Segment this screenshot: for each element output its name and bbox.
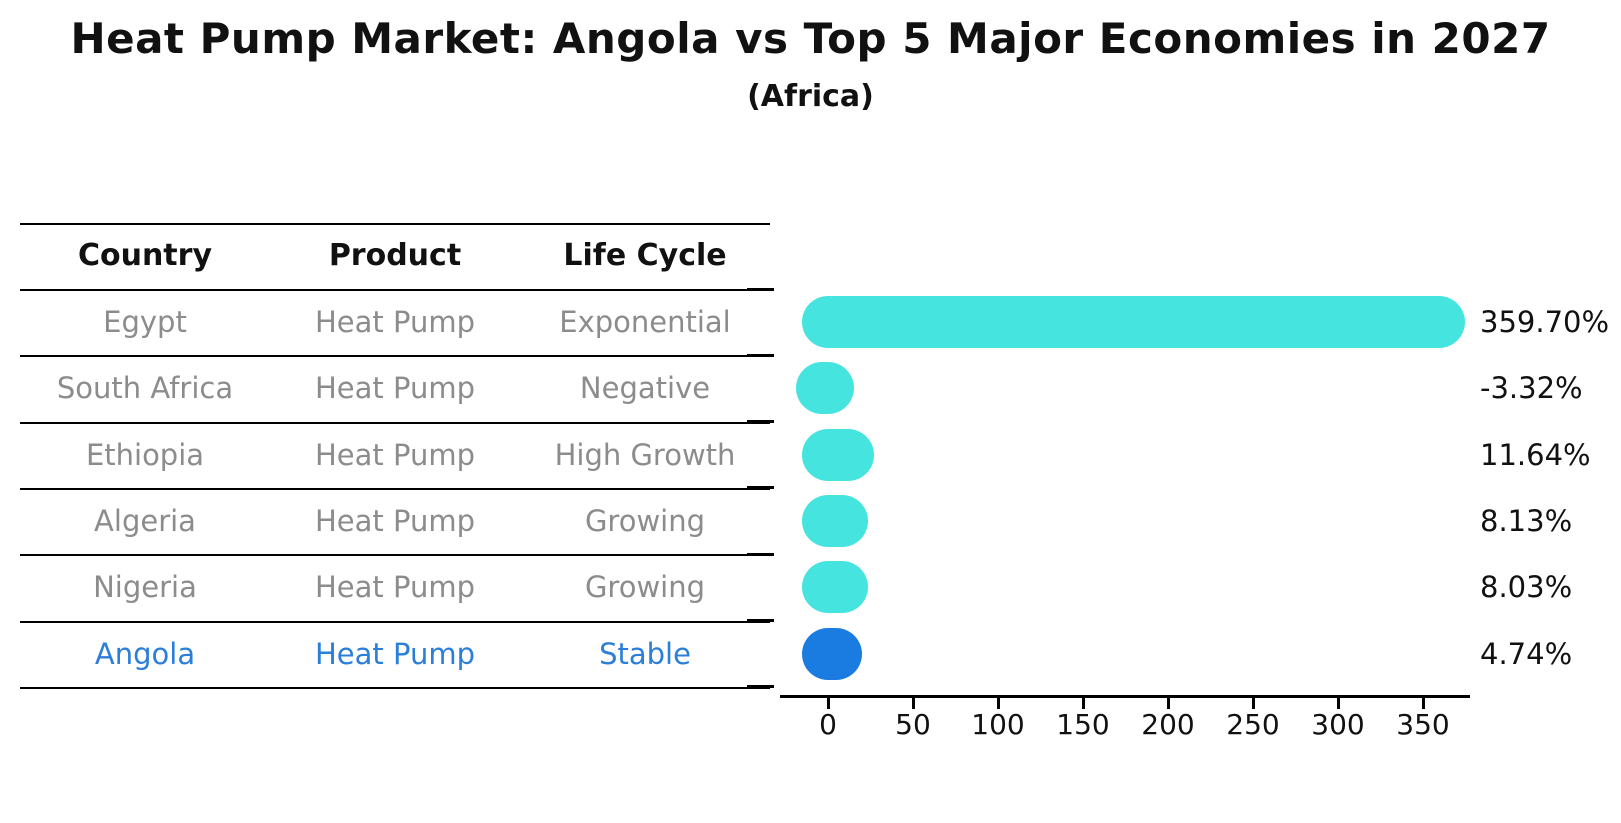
x-tick [1081,695,1085,709]
y-tick [747,685,774,689]
table-cell-country: Angola [94,636,196,671]
table-line [20,487,770,490]
table-cell-life-cycle: High Growth [554,437,736,472]
y-tick [747,552,774,556]
y-tick [747,486,774,490]
table-cell-product: Heat Pump [314,503,476,538]
bar-value-label: -3.32% [1480,371,1583,406]
table-cell-life-cycle: Growing [584,503,706,538]
table-line [20,421,770,424]
table-cell-life-cycle: Exponential [559,305,731,339]
bar-value-label: 359.70% [1480,305,1610,339]
bar-value-label: 4.74% [1480,636,1573,671]
table-cell-life-cycle: Negative [579,371,711,406]
x-tick [1336,695,1340,709]
table-cell-product: Heat Pump [314,636,476,671]
table-cell-product: Heat Pump [314,305,476,339]
table-line [20,686,770,689]
table-cell-country: Algeria [94,503,196,538]
x-tick [826,695,830,709]
table-line [20,223,770,225]
bar-value-label: 8.03% [1480,570,1573,605]
table-line [20,620,770,623]
x-tick-label: 350 [1396,708,1450,741]
table-cell-country: Nigeria [93,570,197,605]
bar [796,362,854,415]
x-tick [996,695,1000,709]
bar [802,428,874,481]
bar [802,495,868,548]
x-tick-label: 100 [971,708,1025,741]
table-header-lifecycle: Life Cycle [563,238,727,273]
table-cell-product: Heat Pump [314,437,476,472]
x-tick [1166,695,1170,709]
x-tick-label: 300 [1311,708,1365,741]
y-tick [747,287,774,291]
bar-value-label: 8.13% [1480,503,1573,538]
y-tick [747,619,774,622]
x-tick-label: 0 [819,708,837,741]
x-tick-label: 200 [1141,708,1195,741]
bar [802,296,1466,349]
table-line [20,554,770,557]
table-header-country: Country [77,238,213,273]
x-tick [911,695,915,709]
y-tick [747,420,774,424]
chart-title: Heat Pump Market: Angola vs Top 5 Major … [70,14,1551,63]
table-cell-country: South Africa [56,371,234,406]
table-cell-product: Heat Pump [314,570,476,605]
table-header-product: Product [328,238,462,273]
x-tick [1251,695,1255,709]
bar [802,561,868,614]
x-tick-label: 50 [895,708,931,741]
bar-value-label: 11.64% [1480,437,1591,472]
table-cell-country: Egypt [103,305,187,339]
x-tick-label: 150 [1056,708,1110,741]
table-cell-life-cycle: Stable [599,636,691,671]
table-line [20,289,770,291]
x-axis-line [780,695,1470,698]
x-tick-label: 250 [1226,708,1280,741]
table-line [20,355,770,358]
table-cell-country: Ethiopia [85,437,205,472]
chart-subtitle: (Africa) [747,79,874,114]
table-cell-product: Heat Pump [314,371,476,406]
bar [802,627,863,680]
x-tick [1421,695,1425,709]
y-tick [747,353,774,357]
table-cell-life-cycle: Growing [584,570,706,605]
